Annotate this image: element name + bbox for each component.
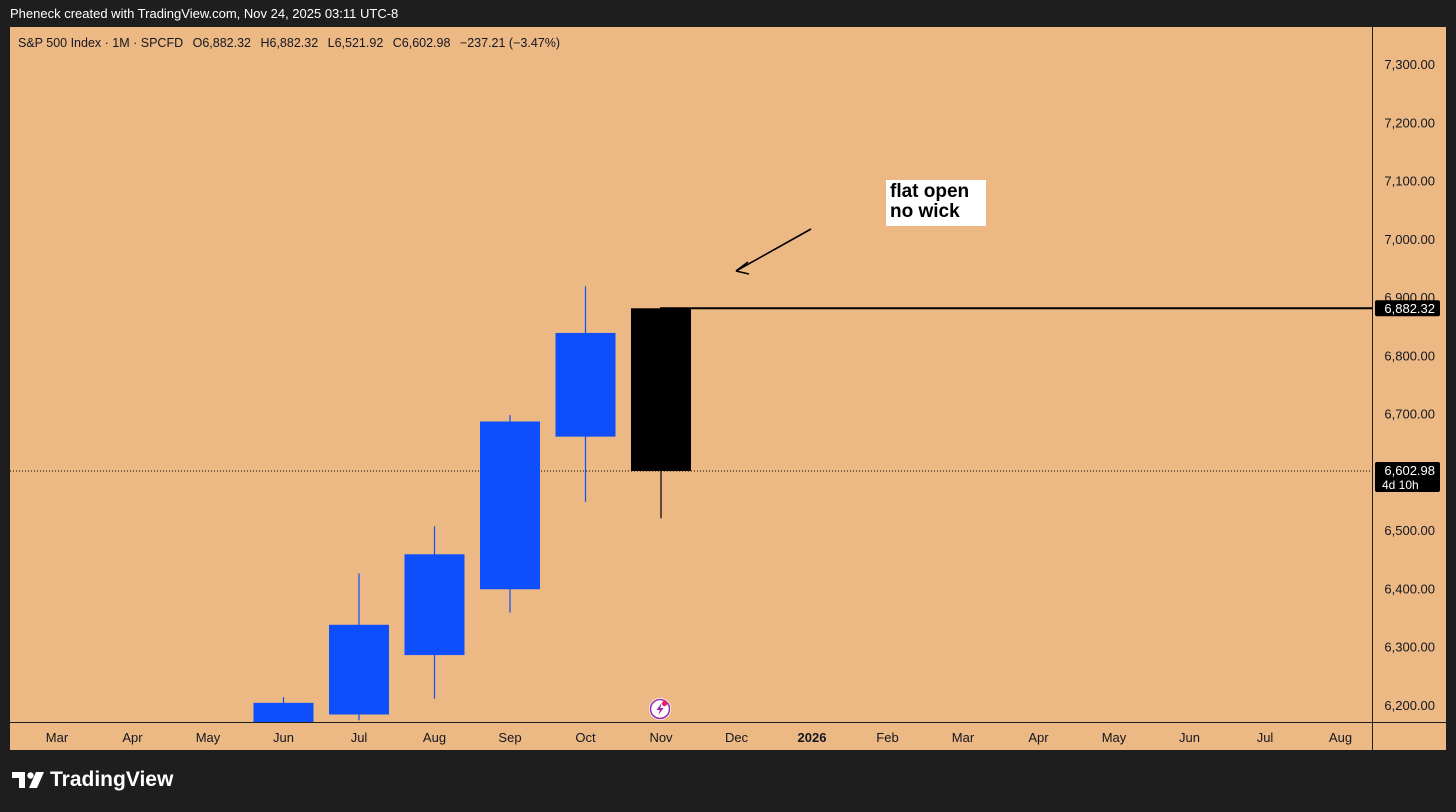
y-tick-label: 6,800.00 xyxy=(1384,348,1435,363)
lightning-icon[interactable] xyxy=(649,698,671,720)
candle-body[interactable] xyxy=(253,702,314,722)
x-tick-label: Apr xyxy=(122,730,143,745)
annotation-arrowhead xyxy=(735,261,750,275)
x-tick-label: Aug xyxy=(1329,730,1352,745)
x-tick-label: Jul xyxy=(1257,730,1274,745)
annotation-line-2: no wick xyxy=(890,201,960,222)
candle-body[interactable] xyxy=(404,554,465,656)
tradingview-mark-icon xyxy=(12,772,44,788)
x-tick-label: Sep xyxy=(498,730,521,745)
candles xyxy=(253,286,691,722)
candle-body[interactable] xyxy=(480,421,540,590)
time-scale[interactable] xyxy=(10,723,1372,750)
y-tick-label: 6,500.00 xyxy=(1384,523,1435,538)
x-tick-label: Nov xyxy=(649,730,673,745)
y-tick-label: 6,400.00 xyxy=(1384,581,1435,596)
x-tick-label: May xyxy=(1102,730,1127,745)
legend-high: H6,882.32 xyxy=(260,36,319,50)
legend-low: L6,521.92 xyxy=(327,36,384,50)
scale-corner xyxy=(1373,723,1446,750)
y-tick-label: 7,100.00 xyxy=(1384,174,1435,189)
bar-countdown-text: 4d 10h xyxy=(1382,478,1419,492)
x-tick-label: Feb xyxy=(876,730,898,745)
x-axis-ticks: Mar Apr May Jun Jul Aug Sep Oct Nov Dec 2026 Feb Mar… xyxy=(46,730,1352,745)
chart-credit: Pheneck created with TradingView.com, No… xyxy=(10,6,399,21)
text-annotation[interactable]: flat open no wick xyxy=(886,180,986,226)
x-tick-label: Oct xyxy=(575,730,596,745)
open-price-tag[interactable] xyxy=(1375,300,1440,317)
candle-body[interactable] xyxy=(329,624,389,715)
price-scale[interactable] xyxy=(1373,27,1446,723)
open-price-tag-text: 6,882.32 xyxy=(1384,301,1435,316)
x-tick-label: Dec xyxy=(725,730,749,745)
symbol-legend[interactable]: S&P 500 Index · 1M · SPCFD O6,882.32 H6,… xyxy=(18,36,566,50)
footer-brand: TradingView xyxy=(50,768,174,791)
x-tick-label: Mar xyxy=(952,730,975,745)
annotation-arrow[interactable] xyxy=(735,228,812,272)
legend-close: C6,602.98 xyxy=(392,36,451,50)
annotation-line-1: flat open xyxy=(890,181,970,202)
last-price-tag-text: 6,602.98 xyxy=(1384,463,1435,478)
y-tick-label: 7,200.00 xyxy=(1384,115,1435,130)
x-tick-label: Mar xyxy=(46,730,69,745)
y-tick-label: 7,300.00 xyxy=(1384,57,1435,72)
tradingview-logo[interactable]: TradingView xyxy=(12,768,173,792)
candle-body[interactable] xyxy=(555,332,616,437)
legend-open: O6,882.32 xyxy=(192,36,251,50)
legend-change: −237.21 (−3.47%) xyxy=(459,36,560,50)
x-tick-label: Jun xyxy=(273,730,294,745)
y-tick-label: 6,200.00 xyxy=(1384,698,1435,713)
y-tick-label: 6,300.00 xyxy=(1384,640,1435,655)
x-tick-label: May xyxy=(196,730,221,745)
y-tick-label: 6,700.00 xyxy=(1384,407,1435,422)
x-tick-label: 2026 xyxy=(798,730,827,745)
x-tick-label: Apr xyxy=(1028,730,1049,745)
last-price-tag[interactable] xyxy=(1375,462,1440,493)
y-tick-label: 7,000.00 xyxy=(1384,232,1435,247)
x-tick-label: Aug xyxy=(423,730,446,745)
legend-symbol: S&P 500 Index · 1M · SPCFD xyxy=(18,36,184,50)
candle-body[interactable] xyxy=(631,308,691,472)
x-tick-label: Jun xyxy=(1179,730,1200,745)
x-tick-label: Jul xyxy=(351,730,368,745)
